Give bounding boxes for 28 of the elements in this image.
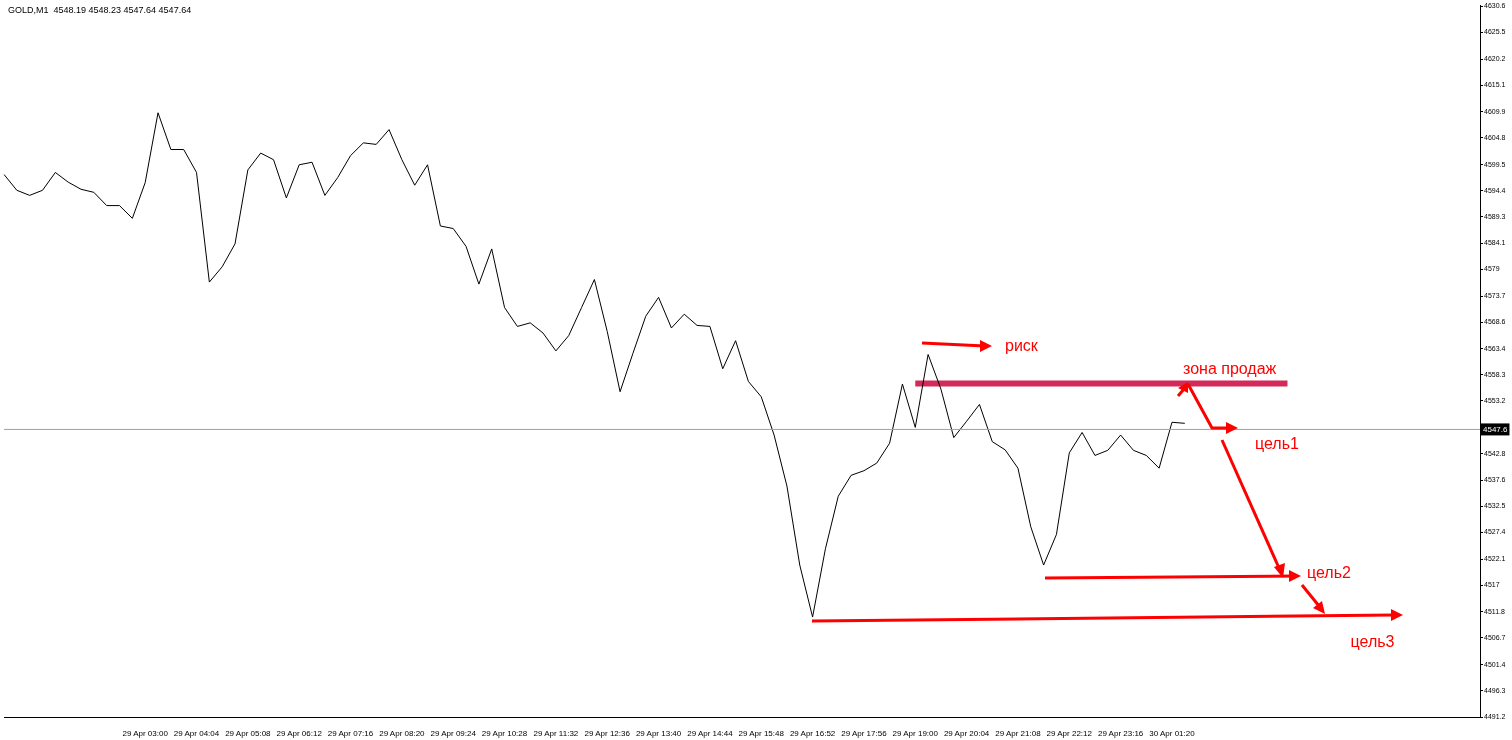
x-tick-label: 29 Apr 13:40 [635,729,682,738]
x-tick-label: 29 Apr 03:00 [122,729,169,738]
x-tick-label: 29 Apr 04:04 [173,729,220,738]
chart-title: GOLD,M1 4548.19 4548.23 4547.64 4547.64 [8,5,192,16]
x-tick-label: 29 Apr 14:44 [687,729,734,738]
x-tick-label: 29 Apr 12:36 [584,729,631,738]
x-tick-label: 29 Apr 16:52 [789,729,836,738]
x-tick-label: 29 Apr 21:08 [995,729,1042,738]
x-tick-label: 29 Apr 20:04 [943,729,990,738]
x-tick-label: 29 Apr 19:00 [892,729,939,738]
x-tick-label: 29 Apr 09:24 [430,729,477,738]
x-tick-label: 29 Apr 05:08 [225,729,272,738]
x-tick-label: 29 Apr 10:28 [481,729,528,738]
annotation: зона продаж [1183,359,1277,377]
x-tick-label: 29 Apr 17:56 [841,729,888,738]
x-tick-label: 29 Apr 06:12 [276,729,323,738]
annotation: цель2 [1307,564,1352,582]
x-tick-label: 29 Apr 07:16 [327,729,374,738]
annotation: цель1 [1255,435,1300,453]
annotation: цель3 [1350,633,1395,651]
ref-line-label: 4547.6 [1483,424,1509,434]
x-tick-label: 30 Apr 01:20 [1149,729,1196,738]
x-tick-label: 29 Apr 23:16 [1097,729,1144,738]
x-tick-label: 29 Apr 08:20 [379,729,426,738]
x-tick-label: 29 Apr 22:12 [1046,729,1093,738]
annotation: риск [1005,337,1039,355]
x-tick-label: 29 Apr 15:48 [738,729,785,738]
x-tick-label: 29 Apr 11:32 [533,729,579,738]
